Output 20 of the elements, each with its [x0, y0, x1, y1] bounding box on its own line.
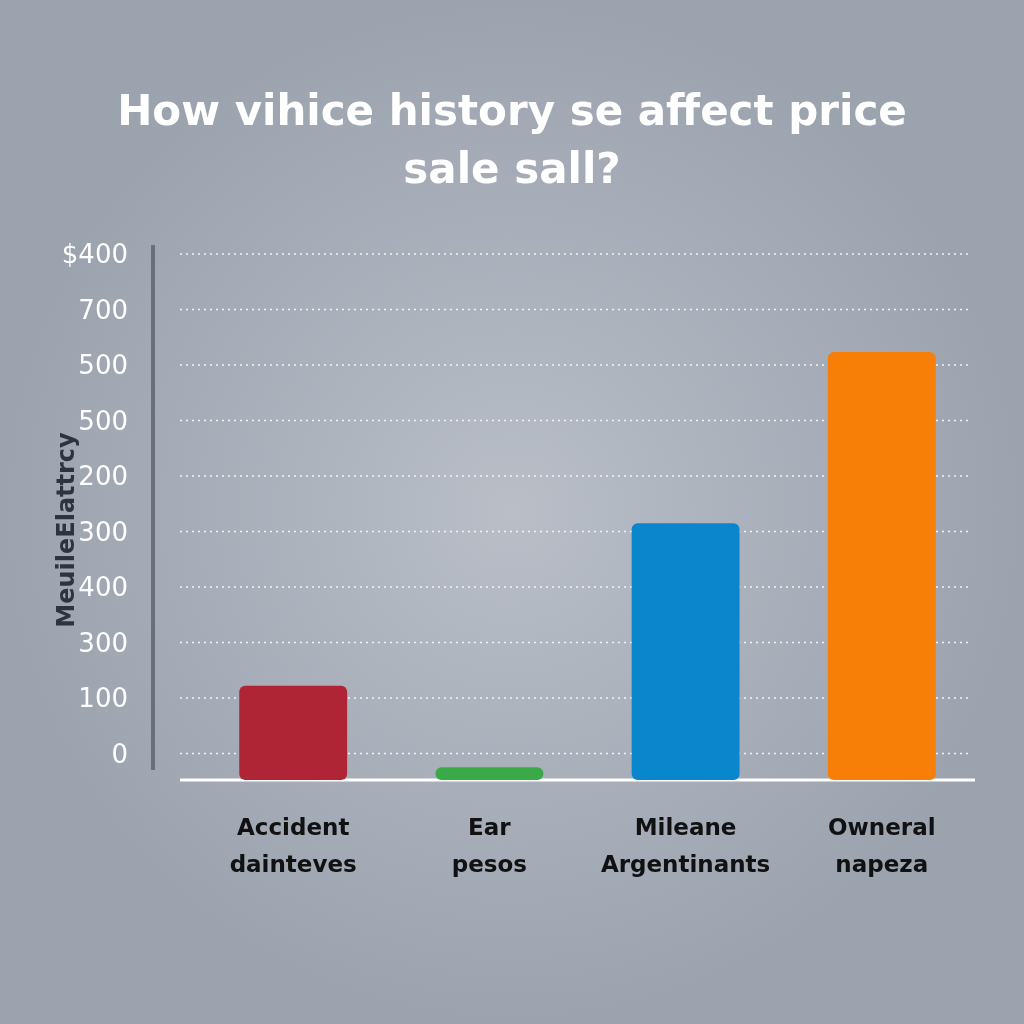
bar [631, 523, 740, 780]
text: 100 [78, 683, 128, 714]
x-tick-label: Accident dainteves [229, 814, 357, 877]
x-tick-label: Owneral napeza [828, 814, 936, 877]
text: 700 [78, 294, 128, 325]
x-tick-label: Ear pesos [451, 814, 528, 877]
text: 300 [78, 627, 128, 658]
bar [827, 352, 936, 780]
text: 400 [78, 572, 128, 603]
text: $400 [61, 239, 128, 270]
chart-title: How vihice history se affect price sale sall? [117, 86, 907, 193]
x-tick-label: Mileane Argentinants [600, 814, 771, 877]
text: 500 [78, 405, 128, 436]
text: 500 [78, 350, 128, 381]
y-axis-title: MeuileElattrcy [52, 431, 80, 628]
text: 0 [111, 738, 128, 769]
bar [435, 767, 544, 780]
bar [239, 685, 348, 780]
text: 300 [78, 516, 128, 547]
text: 200 [78, 461, 128, 492]
